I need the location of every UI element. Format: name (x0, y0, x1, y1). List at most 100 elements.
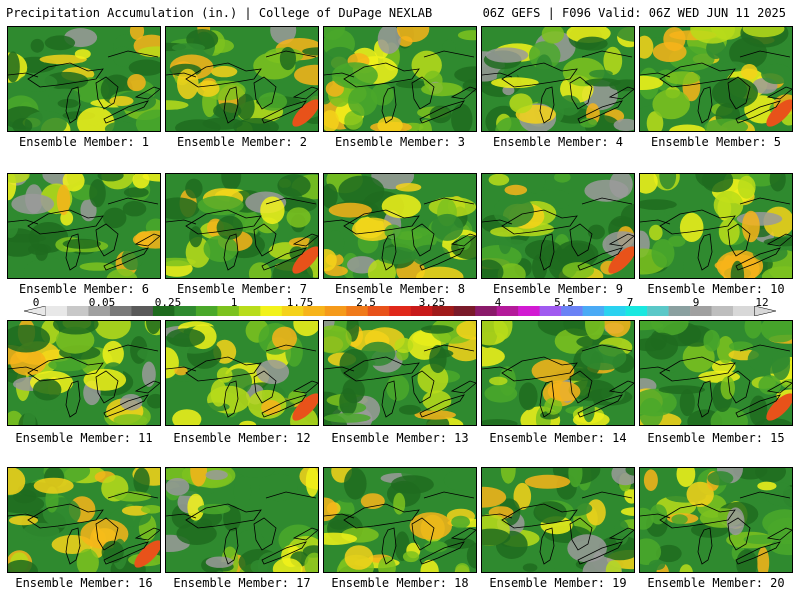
lake-outline (539, 233, 555, 271)
lake-outline (261, 541, 307, 565)
lake-outline (501, 503, 578, 529)
ensemble-member-label: Ensemble Member: 16 (15, 576, 153, 590)
precip-blob (386, 374, 410, 401)
lake-outline (697, 527, 713, 565)
precip-blob (398, 404, 421, 415)
precip-blob (707, 471, 734, 486)
colorbar-swatch (733, 306, 755, 316)
lake-outline (569, 517, 593, 551)
precip-blob (121, 247, 143, 271)
precip-blob (402, 551, 420, 563)
precip-blob (261, 400, 281, 416)
precip-blob (482, 486, 507, 508)
precip-blob (8, 468, 26, 495)
precip-blob (659, 174, 677, 190)
precip-blob (498, 231, 512, 255)
lake-outlines (640, 197, 792, 271)
precip-blob (582, 397, 595, 423)
precip-blob (749, 395, 768, 425)
precip-blob (524, 474, 571, 489)
ensemble-member-map (7, 467, 161, 573)
ensemble-member-label: Ensemble Member: 4 (492, 135, 624, 149)
colorbar-swatch (518, 306, 540, 316)
colorbar-swatch (475, 306, 497, 316)
precip-blob (381, 194, 422, 219)
lake-outline (608, 380, 634, 394)
colorbar-swatch (647, 306, 669, 316)
precip-blob (128, 59, 160, 76)
lake-outlines (640, 50, 792, 124)
ensemble-member-label: Ensemble Member: 6 (18, 282, 150, 296)
precip-blob (202, 117, 243, 130)
precip-blob (760, 321, 792, 343)
precip-blob (8, 208, 19, 238)
precip-blob (671, 514, 688, 525)
colorbar-min-arrow (24, 306, 46, 316)
precip-blob (22, 410, 36, 425)
colorbar-swatch (561, 306, 583, 316)
lake-outline (608, 233, 634, 247)
colorbar-tick-label: 0 (32, 296, 40, 309)
precip-field (324, 468, 476, 572)
precip-blob (484, 384, 518, 403)
precip-blob (197, 195, 244, 216)
precip-blob (8, 494, 45, 514)
lake-outline (324, 197, 475, 225)
ensemble-member-map (639, 320, 793, 426)
precip-blob (419, 119, 432, 131)
precip-blob (679, 564, 693, 572)
ensemble-member-map (481, 26, 635, 132)
precip-blob (256, 359, 290, 384)
lake-outline (185, 62, 262, 88)
colorbar-tick-label: 4 (494, 296, 502, 309)
precip-blob (456, 321, 476, 340)
precip-blob (185, 178, 203, 199)
colorbar-tick-label: 7 (626, 296, 634, 309)
precip-field (166, 468, 318, 572)
precip-blob (44, 35, 76, 51)
lake-outlines (324, 50, 476, 124)
precip-blob (30, 38, 44, 53)
precip-blob (166, 478, 190, 496)
precip-blob (329, 520, 349, 530)
lake-outline (261, 100, 307, 124)
ensemble-member-map (323, 320, 477, 426)
precip-blob (120, 394, 143, 411)
lake-outline (134, 86, 160, 100)
precip-blob (584, 179, 629, 202)
precip-blob (526, 174, 546, 194)
precip-blob (429, 344, 447, 374)
precip-blob (712, 77, 758, 109)
header-title: Precipitation Accumulation (in.) | Colle… (6, 6, 433, 20)
lake-outline (501, 356, 578, 382)
precip-blob (455, 563, 470, 572)
precip-blob (585, 321, 605, 340)
lake-outline (419, 100, 465, 124)
lake-outline (735, 100, 781, 124)
lake-outline (381, 527, 397, 565)
precip-blob (493, 321, 513, 340)
precip-blob (643, 469, 658, 491)
colorbar-tick-label: 0.05 (88, 296, 116, 309)
ensemble-member-map (7, 26, 161, 132)
lake-outline (577, 541, 623, 565)
precip-blob (576, 36, 608, 51)
precip-blob (718, 218, 740, 246)
colorbar-swatch (174, 306, 197, 316)
lake-outline (65, 86, 81, 124)
precip-blob (190, 468, 207, 487)
ensemble-member-map (639, 173, 793, 279)
lake-outline (697, 86, 713, 124)
lake-outline (166, 50, 317, 78)
precip-blob (12, 118, 33, 131)
lake-outline (8, 491, 159, 519)
precip-blob (35, 244, 48, 261)
precip-blob (132, 174, 150, 189)
precip-blob (531, 359, 575, 383)
lake-outline (185, 356, 262, 382)
ensemble-member-label: Ensemble Member: 8 (334, 282, 466, 296)
lake-outline (95, 370, 119, 404)
precip-blob (665, 71, 701, 85)
precip-blob (137, 46, 160, 58)
precip-blob (210, 65, 238, 78)
